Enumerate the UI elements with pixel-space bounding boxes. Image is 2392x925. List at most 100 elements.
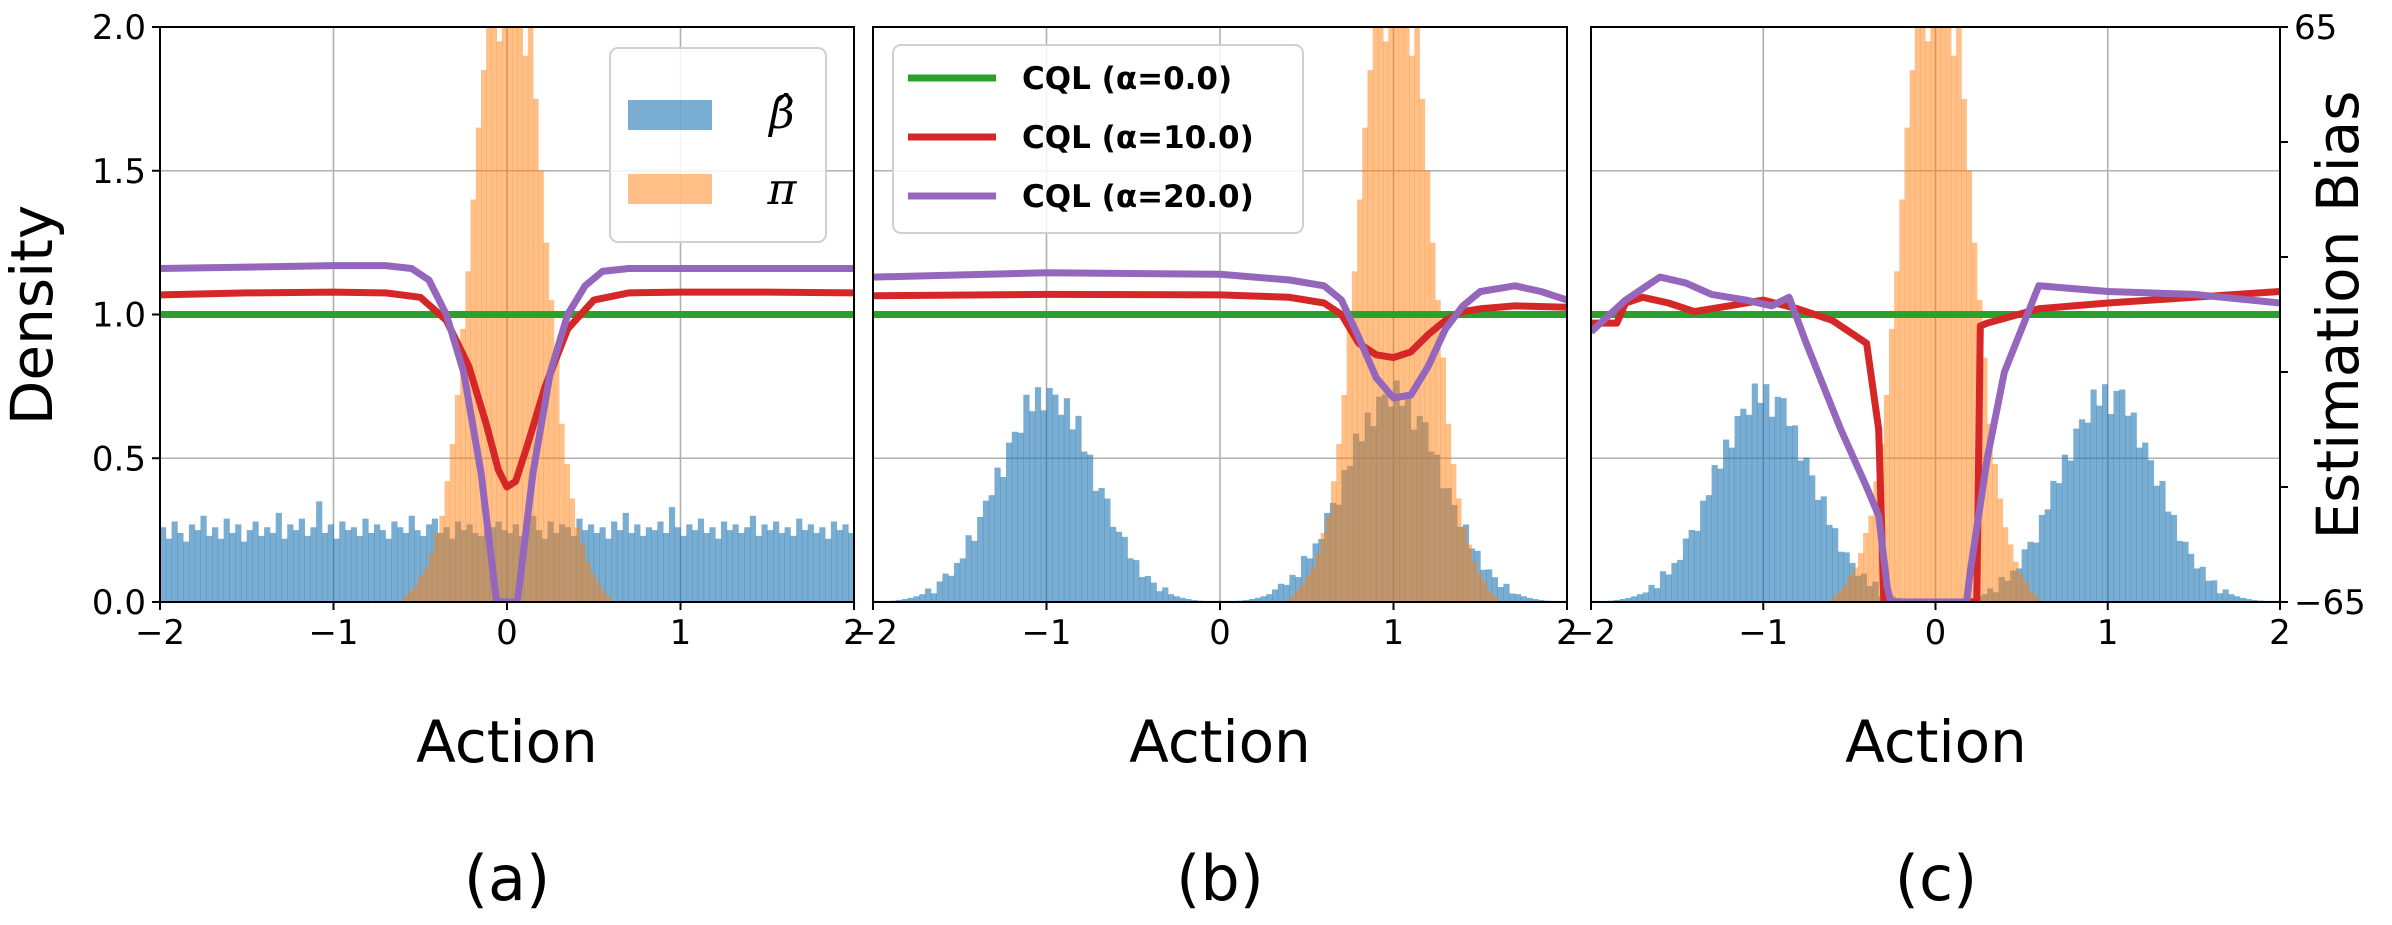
x-axis-label-b: Action <box>1129 708 1311 776</box>
beta-bar <box>1497 587 1504 602</box>
beta-bar <box>1254 597 1261 602</box>
beta-bar <box>2021 549 2028 602</box>
beta-bar <box>611 521 618 602</box>
beta-bar <box>2038 514 2045 602</box>
pi-bar <box>1476 573 1483 602</box>
beta-bar <box>1700 500 1707 602</box>
pi-bar <box>1992 464 1998 602</box>
pi-bar <box>449 443 456 602</box>
pi-bar <box>2023 581 2029 602</box>
pi-bar <box>1305 576 1311 602</box>
pi-bar <box>1325 515 1332 602</box>
beta-bar <box>1277 583 1285 602</box>
beta-bar <box>948 575 955 602</box>
beta-bar <box>1711 465 1718 602</box>
beta-bar <box>362 518 369 602</box>
x-tick-label: −2 <box>848 613 898 653</box>
x-tick-label: 2 <box>2269 613 2291 653</box>
pi-bar <box>465 271 471 602</box>
beta-bar <box>988 495 995 602</box>
beta-bar <box>1046 387 1053 602</box>
pi-bar <box>1471 561 1478 602</box>
pi-bar <box>413 584 419 602</box>
beta-bar <box>188 524 196 602</box>
x-ticks-b: −2 −1 0 1 2 <box>848 613 1578 653</box>
pi-bar <box>1341 395 1348 602</box>
beta-bar <box>2090 389 2097 602</box>
beta-bar <box>959 558 966 602</box>
lines-b <box>873 269 1567 402</box>
beta-bar <box>1671 562 1678 602</box>
beta-bar <box>977 516 984 602</box>
pi-bar <box>1863 533 1869 602</box>
beta-bar <box>2239 597 2246 602</box>
beta-bar <box>2067 460 2074 602</box>
y2-ticks-c: −65 65 <box>2294 8 2366 623</box>
beta-bar <box>965 535 972 602</box>
beta-bar <box>1081 451 1088 602</box>
pi-bar <box>1367 70 1374 602</box>
legend-a: β̂ π <box>609 47 827 243</box>
beta-bar <box>1780 398 1787 602</box>
beta-bar <box>2102 384 2109 602</box>
beta-bar <box>1260 596 1267 602</box>
beta-bar <box>1300 555 1308 602</box>
beta-bar <box>720 521 728 602</box>
pi-bar <box>418 576 425 602</box>
beta-bar <box>1520 596 1527 602</box>
beta-bar <box>1098 488 1105 602</box>
pi-bar <box>1461 527 1467 602</box>
beta-bar <box>1486 569 1493 602</box>
cql-alpha-10-line <box>1591 288 2280 602</box>
beta-bar <box>1538 599 1545 602</box>
beta-bar <box>1115 531 1123 602</box>
pi-bar <box>1435 300 1441 602</box>
beta-bar <box>1631 596 1638 602</box>
pi-bar <box>496 41 503 602</box>
subplot-label-a: (a) <box>464 842 550 915</box>
beta-bar <box>1757 402 1764 602</box>
pi-bar <box>475 127 482 602</box>
beta-bar <box>1826 524 1833 602</box>
beta-bar <box>2222 589 2229 602</box>
beta-bar <box>2199 566 2206 602</box>
beta-bar <box>1514 594 1522 602</box>
y2-tick-label: −65 <box>2294 583 2366 623</box>
beta-bar <box>183 541 190 602</box>
beta-bar <box>825 538 832 602</box>
beta-bar <box>165 538 172 602</box>
beta-bar <box>1694 530 1701 602</box>
x-tick-label: 2 <box>843 613 865 653</box>
beta-bar <box>901 599 909 602</box>
pi-bar <box>1466 544 1472 602</box>
beta-bar <box>1052 394 1059 602</box>
beta-bar <box>2033 542 2040 602</box>
x-tick-label: −1 <box>1738 613 1788 653</box>
pi-bar <box>1492 596 1498 602</box>
pi-bar <box>1852 567 1859 602</box>
beta-bar <box>2182 541 2189 602</box>
pi-bar <box>1987 423 1993 602</box>
beta-bar <box>310 527 317 602</box>
beta-bar <box>761 524 768 602</box>
pi-bar <box>1894 271 1900 602</box>
beta-bar <box>1642 592 1649 602</box>
beta-bar <box>414 530 421 602</box>
pi-bar <box>428 553 435 602</box>
subplot-label-b: (b) <box>1176 842 1264 915</box>
pi-bar <box>605 596 612 602</box>
legend-label-cql-10: CQL (α=10.0) <box>1022 120 1254 156</box>
x-tick-label: −2 <box>1566 613 1616 653</box>
beta-bar <box>1295 577 1302 602</box>
beta-bar <box>287 524 294 602</box>
beta-bar <box>264 527 271 602</box>
beta-bar <box>235 524 242 602</box>
beta-bar <box>1491 577 1498 602</box>
pi-bar <box>1346 328 1353 602</box>
beta-bar <box>1063 398 1071 602</box>
beta-bar <box>1728 447 1735 602</box>
beta-bar <box>304 535 311 602</box>
beta-bar <box>813 533 820 602</box>
x-tick-label: 1 <box>1383 613 1405 653</box>
beta-bar <box>2027 541 2034 602</box>
